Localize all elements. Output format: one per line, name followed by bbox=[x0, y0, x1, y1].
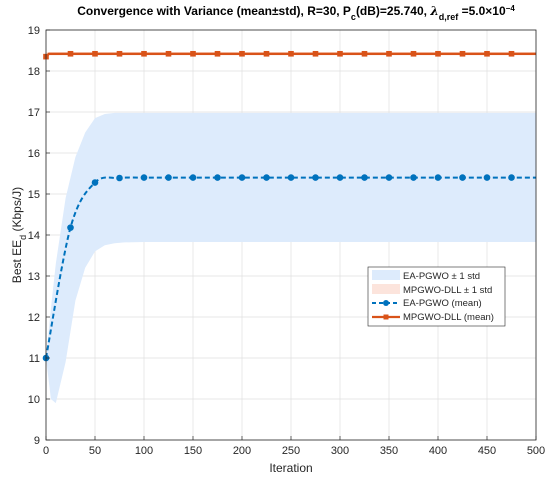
y-tick-label: 18 bbox=[28, 66, 40, 78]
ea-pgwo-point bbox=[385, 174, 393, 181]
legend-marker-ea bbox=[383, 300, 389, 306]
legend-label-ea: EA-PGWO (mean) bbox=[403, 298, 482, 309]
ea-pgwo-point bbox=[287, 174, 295, 181]
x-tick-label: 450 bbox=[478, 445, 496, 457]
mpgwo-dll-point bbox=[214, 50, 221, 57]
ea-pgwo-point bbox=[361, 174, 368, 181]
mpgwo-dll-point bbox=[288, 50, 294, 57]
ea-pgwo-point bbox=[263, 174, 270, 181]
band-ea-pgwo bbox=[46, 112, 536, 404]
mpgwo-dll-point bbox=[312, 50, 319, 57]
ea-pgwo-point bbox=[67, 224, 74, 231]
mpgwo-dll-point bbox=[67, 50, 74, 57]
x-tick-label: 250 bbox=[282, 445, 300, 457]
mpgwo-dll-point bbox=[361, 50, 368, 57]
x-tick-label: 50 bbox=[89, 445, 101, 457]
y-axis-label: Best EEd (Kbps/J) bbox=[10, 187, 28, 283]
y-tick-label: 15 bbox=[28, 189, 40, 201]
ea-pgwo-point bbox=[165, 174, 172, 181]
y-tick-label: 13 bbox=[28, 271, 40, 283]
x-tick-label: 200 bbox=[233, 445, 251, 457]
series-line-mpgwo-dll bbox=[45, 52, 536, 58]
y-tick-label: 19 bbox=[28, 25, 40, 37]
mpgwo-dll-point bbox=[263, 50, 270, 57]
legend-label-ea-band: EA-PGWO ± 1 std bbox=[403, 271, 480, 282]
mpgwo-dll-point bbox=[459, 50, 466, 57]
mpgwo-dll-point bbox=[165, 50, 172, 57]
legend-swatch-ea-band bbox=[372, 270, 400, 280]
x-axis-label: Iteration bbox=[269, 461, 312, 475]
y-tick-label: 12 bbox=[28, 312, 40, 324]
ea-pgwo-point bbox=[508, 174, 515, 181]
ea-pgwo-point bbox=[459, 174, 466, 181]
ea-pgwo-point bbox=[214, 174, 221, 181]
ea-pgwo-point bbox=[116, 174, 123, 182]
y-tick-label: 10 bbox=[28, 394, 40, 406]
ea-pgwo-point bbox=[336, 174, 344, 181]
ea-pgwo-point bbox=[140, 174, 148, 181]
ea-pgwo-point bbox=[434, 174, 442, 181]
mpgwo-dll-point bbox=[190, 50, 196, 57]
mpgwo-dll-point bbox=[410, 50, 417, 57]
x-tick-label: 300 bbox=[331, 445, 349, 457]
ea-pgwo-point bbox=[238, 174, 246, 181]
legend-label-mpgwo-band: MPGWO-DLL ± 1 std bbox=[403, 285, 492, 296]
axis-ticks: 0 50 100 150 200 250 300 350 400 450 500 9 10 11 12 13 1… bbox=[28, 25, 545, 457]
mpgwo-dll-point bbox=[337, 50, 343, 57]
mpgwo-dll-point bbox=[435, 50, 441, 57]
y-tick-label: 9 bbox=[34, 435, 40, 447]
legend-label-mpgwo: MPGWO-DLL (mean) bbox=[403, 312, 494, 323]
chart-title: Convergence with Variance (mean±std), R=… bbox=[77, 4, 515, 23]
legend-swatch-mpgwo-band bbox=[372, 284, 400, 294]
ea-pgwo-point bbox=[483, 174, 491, 181]
y-tick-label: 14 bbox=[28, 230, 40, 242]
legend: EA-PGWO ± 1 std MPGWO-DLL ± 1 std EA-PGW… bbox=[367, 266, 506, 327]
mpgwo-dll-point bbox=[484, 50, 490, 57]
mpgwo-dll-point bbox=[239, 50, 245, 57]
mpgwo-dll-point bbox=[141, 50, 147, 57]
mpgwo-dll-point bbox=[386, 50, 392, 57]
mpgwo-dll-point bbox=[92, 50, 98, 57]
x-tick-label: 400 bbox=[429, 445, 447, 457]
y-tick-label: 17 bbox=[28, 107, 40, 119]
ea-pgwo-point bbox=[410, 174, 417, 181]
x-tick-label: 150 bbox=[184, 445, 202, 457]
y-tick-label: 16 bbox=[28, 148, 40, 160]
ea-pgwo-point bbox=[91, 179, 99, 186]
mpgwo-dll-point bbox=[116, 50, 123, 57]
x-tick-label: 350 bbox=[380, 445, 398, 457]
legend-marker-mpgwo bbox=[383, 314, 389, 320]
x-tick-label: 0 bbox=[43, 445, 49, 457]
ea-pgwo-point bbox=[189, 174, 197, 181]
mpgwo-dll-point bbox=[508, 50, 515, 57]
x-tick-label: 500 bbox=[527, 445, 545, 457]
x-tick-label: 100 bbox=[135, 445, 153, 457]
ea-pgwo-point bbox=[312, 174, 319, 181]
y-tick-label: 11 bbox=[29, 353, 40, 365]
